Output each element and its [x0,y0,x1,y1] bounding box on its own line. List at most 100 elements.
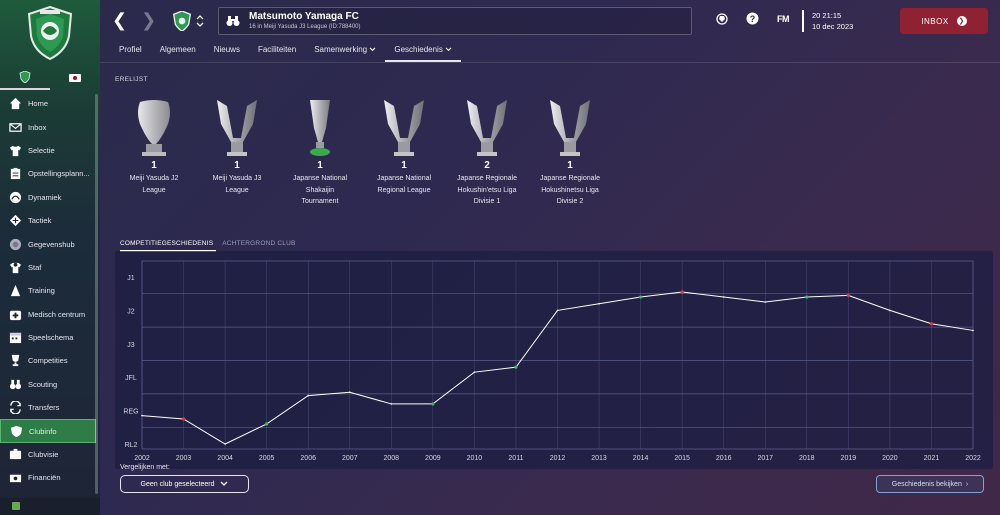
honour-count: 1 [317,160,323,171]
tab-faciliteiten[interactable]: Faciliteiten [249,42,305,62]
sidebar-tab-club[interactable] [0,66,50,90]
tab-label: Profiel [119,45,142,54]
chart-point-green [431,402,435,406]
honour-name-line: Tournament [301,198,339,205]
tab-nieuws[interactable]: Nieuws [205,42,249,62]
tab-algemeen[interactable]: Algemeen [151,42,205,62]
sidebar-item-label: Competities [28,356,68,366]
svg-text:?: ? [750,14,756,24]
subtab-achtergrond-club[interactable]: ACHTERGROND CLUB [222,240,296,247]
honour-name-line: League [225,186,249,194]
chart-point [972,329,974,332]
chart-point-red [181,417,186,421]
chart-tier-label: REG [123,409,138,416]
chart-point [224,443,226,445]
sidebar-item-home[interactable]: Home [0,92,96,115]
sidebar-tab-nation[interactable] [50,66,100,90]
team-crest-icon [172,11,192,31]
tab-geschiedenis[interactable]: Geschiedenis [385,42,462,62]
club-crest-logo[interactable] [26,5,74,61]
tab-label: Geschiedenis [394,45,443,54]
trophy-icon [138,100,170,156]
view-history-label: Geschiedenis bekijken [891,480,962,488]
tab-divider [100,62,1000,63]
dynamics-icon [8,190,22,204]
sidebar-item-transfers[interactable]: Transfers [0,396,96,419]
sidebar-item-dynamiek[interactable]: Dynamiek [0,186,96,209]
sidebar-item-scouting[interactable]: Scouting [0,373,96,396]
team-switcher[interactable] [172,10,208,32]
compare-club-select[interactable]: Geen club geselecteerd [120,475,249,493]
game-datetime[interactable]: 20 21:15 10 dec 2023 [802,10,853,32]
honour-name-line: Divisie 1 [473,198,501,205]
help-icon[interactable]: ? [746,12,759,25]
trophy-icon [310,100,330,156]
calendar-icon [8,331,22,345]
chart-year-label: 2015 [674,455,690,462]
chart-point [473,371,476,373]
sidebar-scrollbar[interactable] [95,94,98,494]
honour-item[interactable]: 1 Meiji Yasuda J2 League [112,98,196,196]
sidebar-item-gegevenshub[interactable]: Gegevenshub [0,232,96,255]
trophy-icon [550,100,590,156]
sidebar-context-tabs [0,66,100,90]
league-history-chart: J1 J2 J3 JFL REG RL2 2002 2003 2004 2005 2006 2007 2… [115,251,993,469]
sidebar-item-clubvisie[interactable]: Clubvisie [0,443,96,466]
chart-point [307,394,309,397]
sidebar-item-tactiek[interactable]: Tactiek [0,209,96,232]
match-icon[interactable] [716,12,728,25]
forward-arrow-icon[interactable]: ❯ [141,10,157,30]
fm-menu-logo[interactable]: FM [777,13,790,24]
sidebar-item-opstellingsplann[interactable]: Opstellingsplann... [0,162,96,185]
chart-year-label: 2003 [176,455,192,462]
subtab-competitiegeschiedenis[interactable]: COMPETITIEGESCHIEDENIS [120,238,217,252]
sidebar-item-financi-n[interactable]: Financiën [0,466,96,489]
chart-year-label: 2009 [425,455,441,462]
sidebar-item-label: Speelschema [28,333,74,343]
sidebar-item-competities[interactable]: Competities [0,349,96,372]
sidebar-item-medisch-centrum[interactable]: Medisch centrum [0,303,96,326]
tab-label: Nieuws [213,45,240,54]
chart-year-label: 2021 [924,455,940,462]
sidebar-item-clubinfo[interactable]: Clubinfo [0,419,96,443]
sidebar-item-speelschema[interactable]: Speelschema [0,326,96,349]
honour-count: 1 [567,160,573,171]
transfer-icon [8,401,22,415]
japan-flag-icon [69,74,81,82]
tab-samenwerking[interactable]: Samenwerking [305,42,385,62]
trophy-icon [467,100,507,156]
team-header-box[interactable]: Matsumoto Yamaga FC 16 in Meiji Yasuda J… [218,7,692,35]
sidebar-item-selectie[interactable]: Selectie [0,139,96,162]
sidebar-item-label: Dynamiek [28,192,62,202]
shield-icon [9,424,23,438]
sidebar-item-staf[interactable]: Staf [0,256,96,279]
home-icon [8,97,22,111]
trophy-icon [384,100,424,156]
view-history-button[interactable]: Geschiedenis bekijken › [876,475,984,493]
sidebar-item-label: Financiën [28,473,61,483]
honour-item[interactable]: 2 Japanse Regionale Hokushin'etsu Liga Divi… [445,98,529,208]
chart-year-label: 2016 [716,455,732,462]
sidebar-item-label: Medisch centrum [28,309,86,319]
compare-label: Vergelijken met: [120,464,170,471]
honour-item[interactable]: 1 Meiji Yasuda J3 League [195,98,279,196]
back-arrow-icon[interactable]: ❮ [112,10,128,30]
history-subtabs: COMPETITIEGESCHIEDENIS ACHTERGROND CLUB [120,238,305,252]
training-cone-icon [8,284,22,298]
sidebar-item-inbox[interactable]: Inbox [0,115,96,138]
tab-profiel[interactable]: Profiel [110,42,151,62]
chart-point [722,296,725,298]
sidebar-item-training[interactable]: Training [0,279,96,302]
sidebar-item-label: Clubinfo [29,426,57,436]
game-date: 10 dec 2023 [812,22,854,31]
chart-point [764,301,767,303]
honours-title: ERELIJST [115,76,148,83]
chart-year-label: 2017 [757,455,773,462]
honour-item[interactable]: 1 Japanse National Regional League [362,98,446,196]
chart-year-label: 2020 [882,455,898,462]
league-history-chart-svg: J1 J2 J3 JFL REG RL2 2002 2003 2004 2005 2006 2007 2… [123,260,981,462]
sidebar-item-label: Clubvisie [28,450,59,460]
honour-item[interactable]: 1 Japanse National Shakaijin Tournament [278,98,362,208]
honour-item[interactable]: 1 Japanse Regionale Hokushinetsu Liga Divis… [528,98,612,208]
continue-inbox-button[interactable]: INBOX ❯ [900,8,988,34]
